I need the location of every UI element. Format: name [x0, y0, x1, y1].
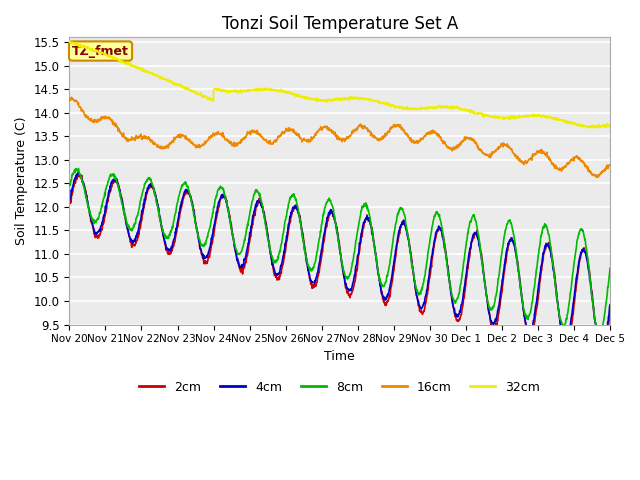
Text: TZ_fmet: TZ_fmet — [72, 45, 129, 58]
Y-axis label: Soil Temperature (C): Soil Temperature (C) — [15, 117, 28, 245]
Title: Tonzi Soil Temperature Set A: Tonzi Soil Temperature Set A — [221, 15, 458, 33]
Legend: 2cm, 4cm, 8cm, 16cm, 32cm: 2cm, 4cm, 8cm, 16cm, 32cm — [134, 376, 545, 399]
X-axis label: Time: Time — [324, 350, 355, 363]
